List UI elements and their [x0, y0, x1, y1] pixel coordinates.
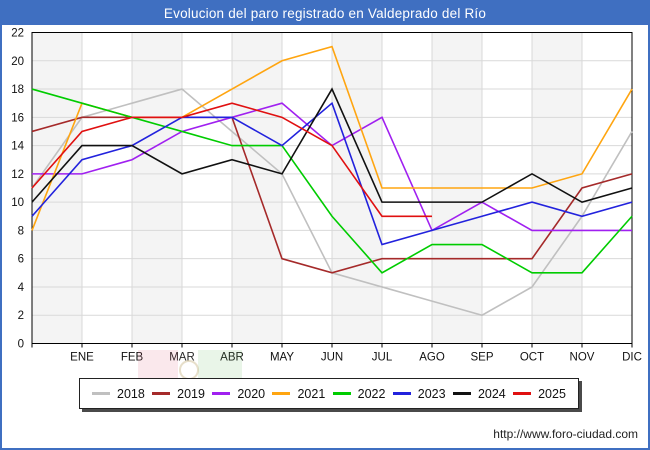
legend-label-2024: 2024	[477, 386, 506, 401]
y-axis-label: 4	[18, 282, 25, 294]
plot-column-band	[332, 32, 382, 344]
x-axis-label: NOV	[570, 352, 595, 364]
legend-swatch-2024	[452, 392, 471, 395]
legend-item-2019: 2019	[152, 387, 205, 401]
x-axis-label: AGO	[419, 352, 445, 364]
y-axis-label: 8	[18, 225, 24, 237]
x-axis-label: FEB	[121, 352, 144, 364]
legend-item-2018: 2018	[92, 387, 145, 401]
legend-swatch-2023	[392, 392, 411, 395]
legend-label-2021: 2021	[297, 386, 326, 401]
footer-url: http://www.foro-ciudad.com	[493, 427, 638, 441]
legend-label-2025: 2025	[538, 386, 566, 401]
legend-item-2024: 2024	[452, 386, 506, 401]
legend-swatch-2020	[212, 392, 231, 395]
legend-label-2022: 2022	[357, 386, 386, 401]
x-axis-label: OCT	[520, 352, 544, 364]
chart-legend: 2018 2019 2020 2021 2022 2023 2024 2025	[79, 378, 579, 409]
title-bar: Evolucion del paro registrado en Valdepr…	[2, 2, 648, 25]
x-axis-label: DIC	[622, 352, 642, 364]
y-axis-label: 20	[11, 56, 24, 68]
legend-swatch-2022	[332, 392, 351, 395]
series-line-2025	[31, 102, 432, 218]
legend-item-2021: 2021	[272, 387, 325, 401]
y-axis-label: 2	[18, 310, 24, 322]
legend-swatch-2018	[92, 392, 110, 395]
y-axis-label: 6	[18, 254, 24, 266]
legend-item-2023: 2023	[392, 386, 446, 401]
x-axis-label: MAY	[270, 352, 294, 364]
series-line-2024	[31, 87, 633, 203]
legend-swatch-2021	[272, 392, 291, 395]
y-axis-label: 14	[11, 141, 24, 153]
legend-swatch-2025	[513, 392, 532, 395]
legend-label-2018: 2018	[117, 386, 145, 401]
y-axis-label: 16	[11, 112, 24, 124]
plot-column-band	[132, 32, 182, 344]
x-axis-label: ENE	[70, 352, 94, 364]
x-axis-label: JUL	[372, 352, 393, 364]
legend-item-2025: 2025	[513, 387, 566, 401]
y-axis-label: 22	[11, 28, 24, 40]
y-axis-label: 0	[18, 339, 24, 351]
legend-swatch-2019	[152, 392, 171, 395]
x-axis-label: JUN	[321, 352, 343, 364]
legend-label-2023: 2023	[417, 386, 446, 401]
y-axis-label: 12	[11, 169, 24, 181]
legend-label-2019: 2019	[177, 386, 205, 401]
y-axis-label: 18	[11, 84, 24, 96]
legend-item-2022: 2022	[332, 386, 386, 401]
y-axis-label: 10	[11, 197, 24, 209]
legend-item-2020: 2020	[212, 387, 265, 401]
chart-title: Evolucion del paro registrado en Valdepr…	[163, 6, 487, 21]
x-axis-label: ABR	[220, 352, 244, 364]
x-axis-label: MAR	[169, 352, 195, 364]
legend-label-2020: 2020	[237, 386, 266, 401]
x-axis-label: SEP	[470, 352, 493, 364]
